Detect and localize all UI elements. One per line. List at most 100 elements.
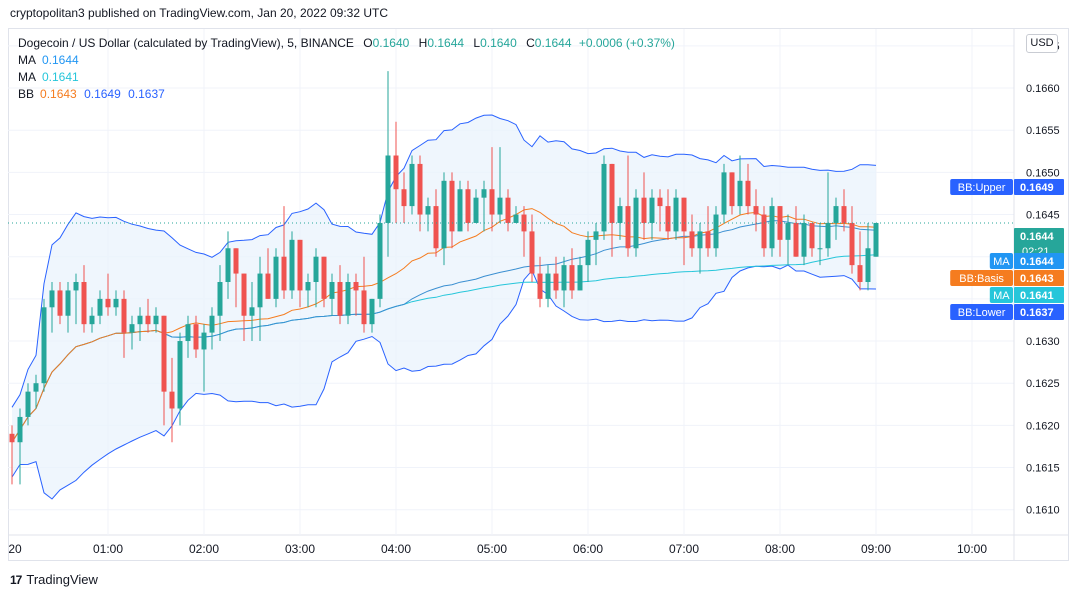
ohlc-change: +0.0006 (+0.37%) [578,36,675,50]
price-label-value: 0.1649 [1020,182,1054,194]
candle-body [497,197,503,215]
candle-body [761,214,767,249]
ohlc-high: 0.1644 [427,36,465,50]
candle-body [481,189,487,198]
ma1-value: 0.1644 [42,53,79,67]
candle-body [353,282,359,291]
candle-body [825,222,831,249]
candle-body [113,298,119,308]
price-label: MA 0.1644 [989,253,1064,269]
candle-body [105,298,111,308]
chart-legend: Dogecoin / US Dollar (calculated by Trad… [18,35,675,103]
price-label-value: 0.1644 [1020,256,1055,268]
tradingview-brand: TradingView [26,572,98,587]
candle-body [417,163,423,215]
candle [201,324,207,392]
price-label-value: 0.1641 [1020,290,1054,302]
tradingview-logo[interactable]: 17 TradingView [10,572,98,587]
currency-button[interactable]: USD [1026,34,1058,53]
candle [625,155,631,257]
candle [729,172,735,215]
candle [585,231,591,282]
candle-body [145,315,151,325]
candle-body [425,206,431,215]
candle [353,273,359,316]
candle [169,357,175,443]
candle-body [449,180,455,232]
price-label: MA 0.1641 [989,287,1064,303]
candle-body [225,248,231,282]
candle-body [657,197,663,207]
y-tick-label: 0.1610 [1026,505,1060,517]
candle-body [185,324,191,342]
candle [361,256,367,333]
candle [537,256,543,308]
candle [225,231,231,299]
legend-bb-row[interactable]: BB 0.1643 0.1649 0.1637 [18,86,675,103]
candle-body [465,189,471,223]
candle-body [793,222,799,257]
candle-body [273,256,279,299]
candle-body [241,273,247,316]
bb-basis-value: 0.1643 [40,87,77,101]
candle-body [721,172,727,215]
candle-body [233,248,239,274]
candle-body [249,307,255,316]
candle-body [33,383,39,392]
candle [745,163,751,215]
ma2-value: 0.1641 [42,70,79,84]
ohlc-close: 0.1644 [534,36,572,50]
publish-caption: cryptopolitan3 published on TradingView.… [10,6,389,20]
candle [713,206,719,257]
y-tick-label: 0.1645 [1026,210,1060,222]
x-tick-label: 02:00 [189,542,219,556]
candle [345,273,351,325]
candle-body [153,315,159,325]
candle [321,256,327,308]
x-tick-label: 03:00 [285,542,315,556]
y-tick-label: 0.1660 [1026,83,1060,95]
price-label-name-box [950,179,1013,195]
candle [369,298,375,333]
candle-body [625,206,631,249]
x-tick-label: 06:00 [573,542,603,556]
bb-upper-line [11,114,877,408]
candle-body [873,222,879,257]
candle [473,189,479,223]
candle [81,265,87,333]
candle-body [65,290,71,316]
candle-body [209,315,215,333]
candle [441,172,447,266]
y-tick-label: 0.1615 [1026,463,1060,475]
ohlc-close-label: C [526,36,535,50]
candle-body [809,222,815,249]
legend-ma2-row[interactable]: MA 0.1641 [18,69,675,86]
candle [617,197,623,240]
candle [241,273,247,342]
candle [873,222,879,257]
candle-body [313,256,319,282]
y-tick-label: 0.1625 [1026,378,1060,390]
candle [329,273,335,316]
candle [641,172,647,240]
candle-body [25,391,31,417]
candle [505,189,511,232]
candle-body [57,290,63,316]
price-label-value: 0.1643 [1020,273,1054,285]
candle-body [281,256,287,291]
symbol-title: Dogecoin / US Dollar (calculated by Trad… [18,36,354,50]
candle [217,265,223,342]
candle-body [681,197,687,232]
candle-body [865,248,871,282]
candle [849,206,855,274]
legend-ma1-row[interactable]: MA 0.1644 [18,52,675,69]
price-label-name: BB:Basis [959,273,1004,285]
candle [673,189,679,240]
candle-body [857,265,863,282]
candle-body [665,206,671,232]
candle-body [329,282,335,299]
candle [721,163,727,223]
candle [137,307,143,342]
candle [809,222,815,257]
